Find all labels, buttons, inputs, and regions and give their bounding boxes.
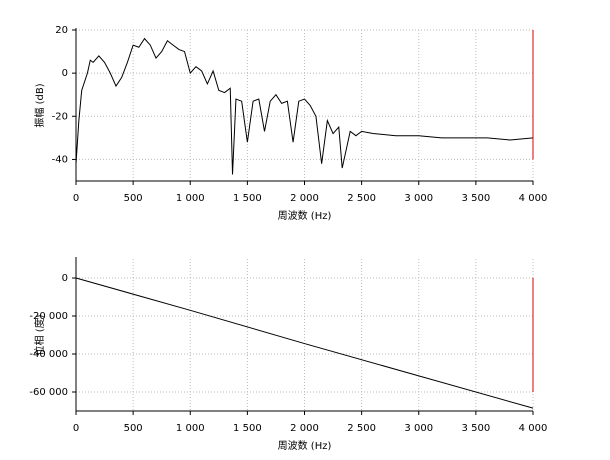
x-tick-label: 3 500 xyxy=(462,193,491,204)
x-tick-label: 2 500 xyxy=(347,423,376,434)
x-tick-label: 1 500 xyxy=(233,193,262,204)
x-tick-label: 0 xyxy=(73,193,79,204)
x-tick-label: 3 000 xyxy=(404,193,433,204)
line-series xyxy=(75,37,534,175)
x-axis-label: 周波数 (Hz) xyxy=(278,209,332,222)
y-axis-label: 位相 (度) xyxy=(33,314,46,355)
x-tick-label: 500 xyxy=(124,193,143,204)
x-tick-label: 4 000 xyxy=(519,193,548,204)
x-tick-label: 2 000 xyxy=(290,423,319,434)
y-tick-label: 20 xyxy=(55,25,68,36)
y-tick-label: 0 xyxy=(62,273,68,284)
x-tick-label: 2 500 xyxy=(347,193,376,204)
y-tick-label: -40 xyxy=(52,154,68,165)
y-tick-label: -40 000 xyxy=(29,349,68,360)
x-tick-label: 500 xyxy=(124,423,143,434)
line-series xyxy=(75,277,534,409)
x-tick-label: 0 xyxy=(73,423,79,434)
x-tick-label: 2 000 xyxy=(290,193,319,204)
x-axis-label: 周波数 (Hz) xyxy=(278,439,332,452)
y-tick-label: 0 xyxy=(62,68,68,79)
y-tick-label: -20 xyxy=(52,111,68,122)
x-tick-label: 4 000 xyxy=(519,423,548,434)
x-tick-label: 3 500 xyxy=(462,423,491,434)
x-tick-label: 1 500 xyxy=(233,423,262,434)
x-tick-label: 1 000 xyxy=(176,423,205,434)
y-axis-label: 振幅 (dB) xyxy=(33,83,46,127)
y-tick-label: -20 000 xyxy=(29,311,68,322)
x-tick-label: 1 000 xyxy=(176,193,205,204)
x-tick-label: 3 000 xyxy=(404,423,433,434)
y-tick-label: -60 000 xyxy=(29,387,68,398)
